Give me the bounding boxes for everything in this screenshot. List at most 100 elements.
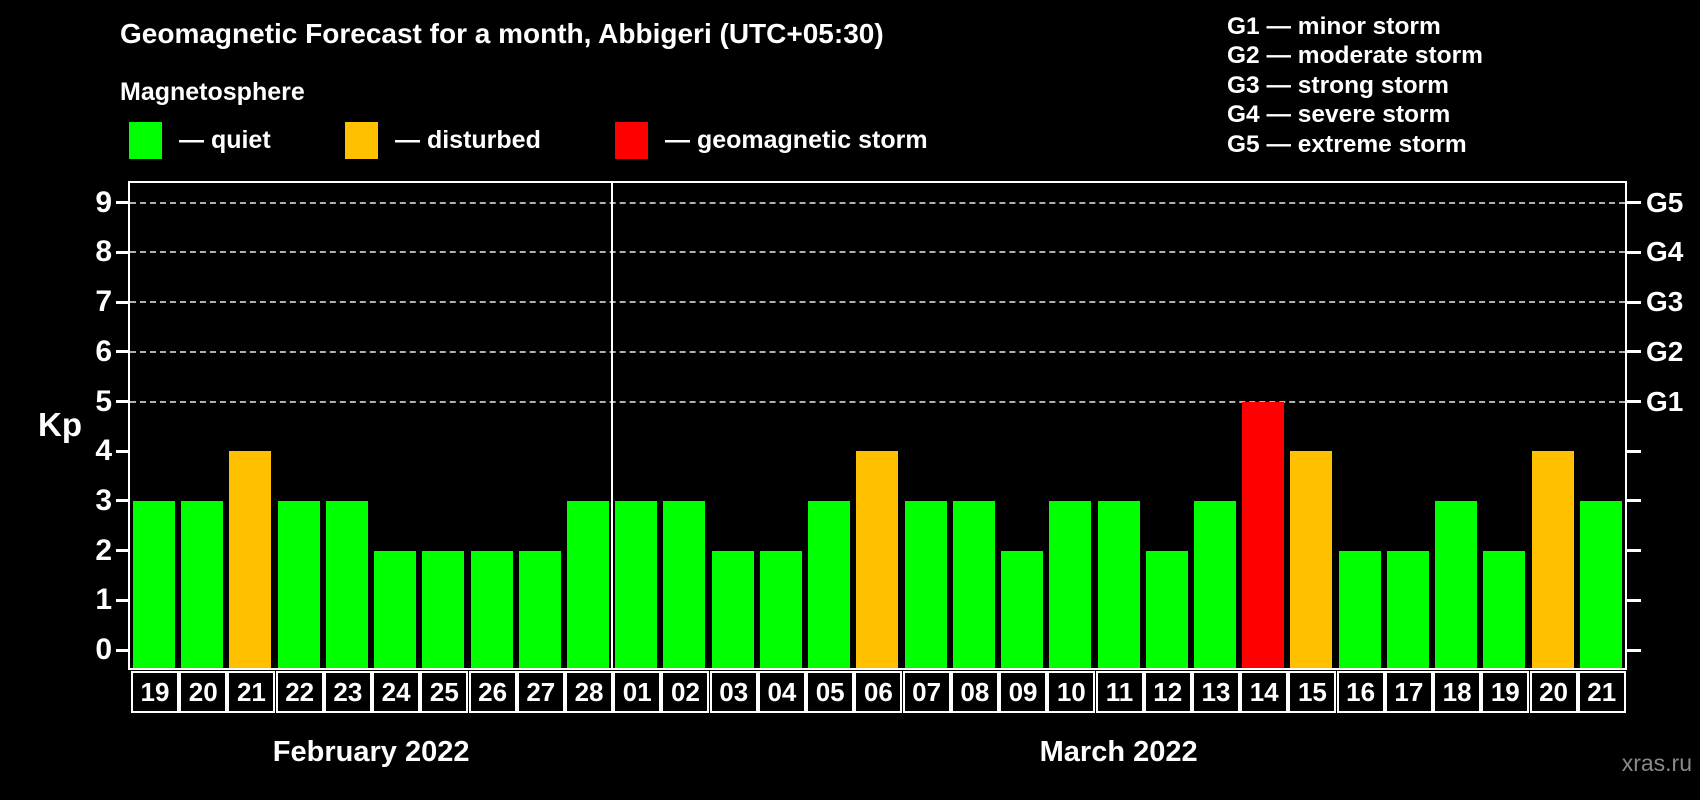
- g-axis-label-g1: G1: [1646, 385, 1684, 417]
- day-label: 17: [1384, 671, 1433, 713]
- day-label: 23: [323, 671, 372, 713]
- day-label: 01: [613, 671, 662, 713]
- y-tick-label: 2: [95, 533, 112, 567]
- legend-item-label: — geomagnetic storm: [665, 126, 928, 154]
- left-tick: [116, 350, 130, 354]
- kp-bar: [711, 550, 754, 668]
- left-tick: [116, 250, 130, 254]
- kp-bar: [615, 500, 658, 668]
- month-label: February 2022: [272, 736, 470, 768]
- quiet-swatch-icon: [129, 122, 162, 159]
- kp-bar: [1097, 500, 1140, 668]
- y-tick-label: 9: [95, 185, 112, 219]
- day-label: 03: [709, 671, 758, 713]
- y-tick-label: 5: [95, 384, 112, 418]
- right-tick: [1627, 499, 1641, 503]
- kp-bar: [904, 500, 947, 668]
- kp-bar: [374, 550, 417, 668]
- kp-bar: [1193, 500, 1236, 668]
- kp-bar: [229, 451, 272, 668]
- day-label: 02: [661, 671, 710, 713]
- kp-bar: [1483, 550, 1526, 668]
- kp-bar: [1579, 500, 1622, 668]
- day-label: 18: [1433, 671, 1482, 713]
- day-label: 24: [372, 671, 421, 713]
- gridline-kp6: [130, 350, 1625, 353]
- day-label: 14: [1240, 671, 1289, 713]
- right-tick: [1627, 201, 1641, 205]
- legend-item-label: — quiet: [179, 126, 271, 154]
- left-tick: [116, 499, 130, 503]
- day-label: 21: [227, 671, 276, 713]
- y-tick-label: 0: [95, 633, 112, 666]
- kp-bar: [518, 550, 561, 668]
- kp-bar: [808, 500, 851, 668]
- day-label: 15: [1288, 671, 1337, 713]
- day-label: 27: [516, 671, 565, 713]
- g-legend-line: G4 — severe storm: [1227, 101, 1451, 129]
- g-legend-line: G2 — moderate storm: [1227, 42, 1483, 70]
- right-tick: [1627, 400, 1641, 403]
- day-label: 28: [565, 671, 614, 713]
- left-tick: [116, 449, 130, 453]
- kp-bar: [277, 500, 320, 668]
- gridline-kp7: [130, 301, 1625, 304]
- g-axis-label-g4: G4: [1646, 236, 1684, 268]
- right-tick: [1627, 648, 1641, 652]
- kp-bar: [663, 500, 706, 668]
- gridline-kp8: [130, 251, 1625, 254]
- day-label: 22: [275, 671, 324, 713]
- kp-bar: [952, 500, 995, 668]
- kp-bar: [422, 550, 465, 668]
- kp-bar: [567, 500, 610, 668]
- day-label: 06: [854, 671, 903, 713]
- right-tick: [1627, 350, 1641, 354]
- watermark: xras.ru: [1621, 750, 1692, 776]
- day-label: 08: [950, 671, 999, 713]
- left-tick: [116, 598, 130, 602]
- y-tick-label: 4: [95, 434, 112, 468]
- kp-bar: [133, 500, 176, 668]
- left-tick: [116, 648, 130, 652]
- g-legend-line: G5 — extreme storm: [1227, 130, 1467, 158]
- disturbed-swatch-icon: [345, 122, 378, 159]
- right-tick: [1627, 449, 1641, 453]
- kp-bar: [181, 500, 224, 668]
- plot-frame: [128, 181, 1627, 670]
- g-axis-label-g3: G3: [1646, 286, 1684, 318]
- g-axis-label-g2: G2: [1646, 335, 1684, 367]
- y-tick-label: 1: [95, 583, 112, 617]
- y-tick-label: 3: [95, 483, 112, 517]
- legend-item-storm: — geomagnetic storm: [615, 122, 928, 159]
- day-label: 16: [1336, 671, 1385, 713]
- g-legend-line: G1 — minor storm: [1227, 13, 1441, 40]
- y-tick-label: 7: [95, 285, 112, 319]
- kp-bar: [1386, 550, 1429, 668]
- gridline-kp9: [130, 201, 1625, 204]
- day-label: 07: [902, 671, 951, 713]
- day-label: 19: [1481, 671, 1530, 713]
- legend-item-disturbed: — disturbed: [345, 122, 541, 159]
- left-tick: [116, 400, 130, 403]
- g-scale-legend: G1 — minor storm G2 — moderate storm G3 — …: [1227, 12, 1483, 159]
- plot-area: [130, 183, 1625, 668]
- kp-bar: [325, 500, 368, 668]
- day-label: 26: [468, 671, 517, 713]
- left-tick: [116, 201, 130, 205]
- kp-bar: [1001, 550, 1044, 668]
- kp-bar: [1290, 451, 1333, 668]
- day-label: 05: [806, 671, 855, 713]
- kp-bar: [470, 550, 513, 668]
- chart-title: Geomagnetic Forecast for a month, Abbige…: [120, 18, 884, 49]
- kp-bar: [1338, 550, 1381, 668]
- right-tick: [1627, 598, 1641, 602]
- y-axis-title: Kp: [38, 406, 82, 443]
- kp-bar: [1049, 500, 1092, 668]
- legend-item-label: — disturbed: [395, 126, 541, 154]
- g-legend-line: G3 — strong storm: [1227, 71, 1449, 99]
- right-tick: [1627, 300, 1641, 304]
- storm-swatch-icon: [615, 122, 648, 159]
- right-tick: [1627, 250, 1641, 254]
- day-label: 13: [1191, 671, 1240, 713]
- kp-bar: [1145, 550, 1188, 668]
